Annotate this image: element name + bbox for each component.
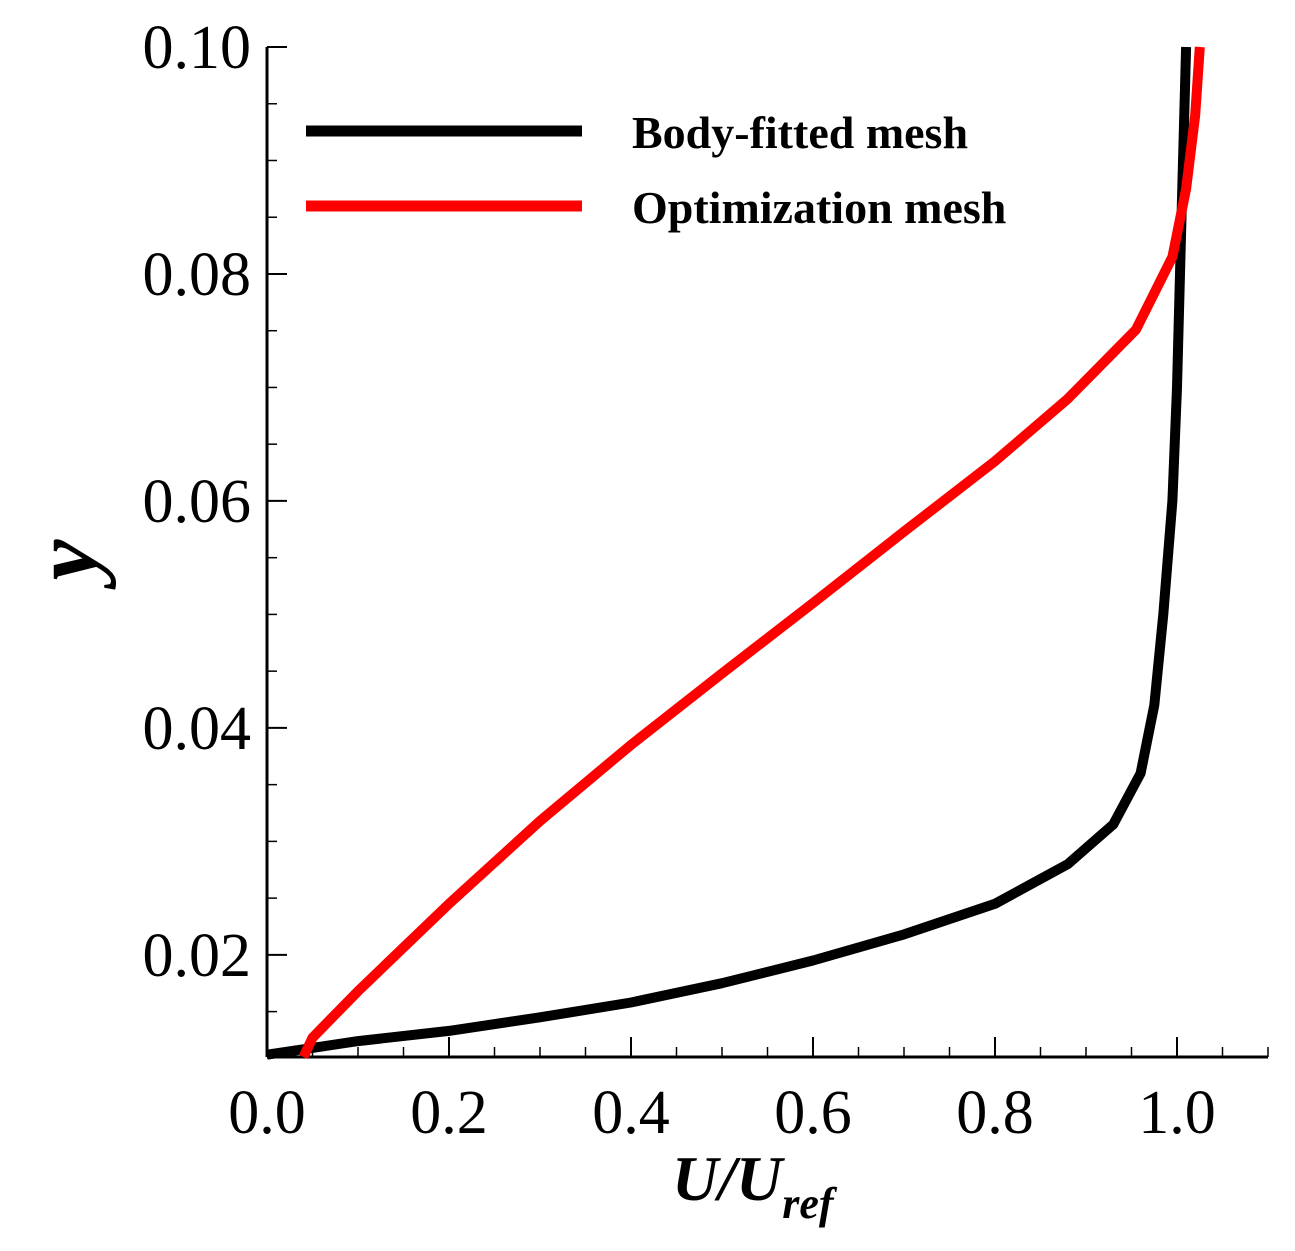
legend-label-optimization: Optimization mesh bbox=[632, 182, 1006, 233]
y-tick-label: 0.02 bbox=[143, 922, 252, 990]
series-lines bbox=[266, 46, 1205, 1060]
x-axis-title: U/Uref bbox=[672, 1143, 838, 1228]
x-tick-label: 0.8 bbox=[956, 1079, 1034, 1147]
x-tick-label: 1.0 bbox=[1138, 1079, 1216, 1147]
series-line-optimization bbox=[298, 46, 1205, 1060]
y-tick-label: 0.06 bbox=[143, 468, 252, 536]
x-tick-label: 0.2 bbox=[410, 1079, 488, 1147]
x-tick-label: 0.0 bbox=[228, 1079, 306, 1147]
x-axis-title-subscript: ref bbox=[782, 1179, 838, 1228]
tick-marks bbox=[266, 46, 1269, 1057]
x-tick-label: 0.4 bbox=[592, 1079, 670, 1147]
y-tick-label: 0.08 bbox=[143, 241, 252, 309]
x-axis-title-main: U/U bbox=[672, 1143, 785, 1214]
tick-labels: 0.0 0.2 0.4 0.6 0.8 1.0 0.02 0.04 0.06 0.08 0.10 bbox=[143, 14, 1216, 1147]
y-axis-title: y bbox=[14, 538, 116, 590]
legend: Body-fitted mesh Optimization mesh bbox=[306, 107, 1006, 233]
y-tick-label: 0.04 bbox=[143, 695, 252, 763]
legend-label-body-fitted: Body-fitted mesh bbox=[632, 107, 968, 158]
series-line-body-fitted bbox=[266, 46, 1192, 1060]
y-tick-label: 0.10 bbox=[143, 14, 252, 82]
x-tick-label: 0.6 bbox=[774, 1079, 852, 1147]
